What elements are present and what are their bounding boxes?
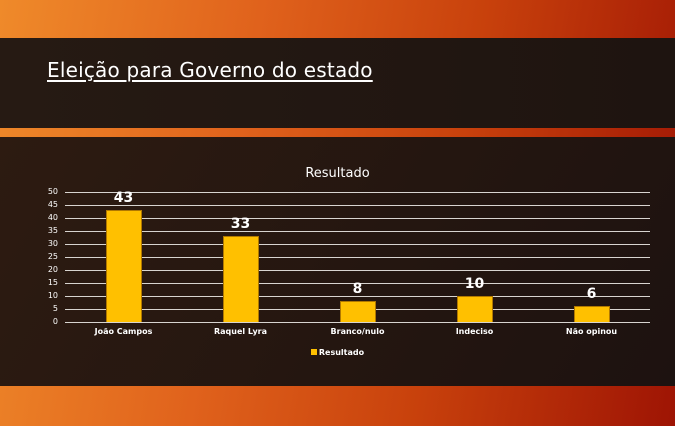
gridline bbox=[65, 205, 650, 206]
slide-title: Eleição para Governo do estado bbox=[47, 58, 373, 82]
legend: Resultado bbox=[0, 348, 675, 357]
y-tick-label: 5 bbox=[52, 304, 58, 313]
x-tick-label: Não opinou bbox=[565, 327, 618, 336]
gridline bbox=[65, 192, 650, 193]
y-tick-label: 40 bbox=[47, 213, 58, 222]
x-tick-label: Branco/nulo bbox=[330, 327, 385, 336]
y-tick-label: 15 bbox=[47, 278, 58, 287]
chart-title: Resultado bbox=[305, 166, 370, 181]
data-label: 10 bbox=[464, 276, 485, 292]
y-tick-label: 10 bbox=[47, 291, 58, 300]
bar bbox=[339, 301, 376, 322]
gridline bbox=[65, 322, 650, 323]
y-tick-label: 45 bbox=[47, 200, 58, 209]
title-band bbox=[0, 38, 675, 128]
gridline bbox=[65, 231, 650, 232]
y-tick-label: 35 bbox=[47, 226, 58, 235]
y-tick-label: 25 bbox=[47, 252, 58, 261]
data-label: 8 bbox=[352, 281, 363, 298]
y-tick-label: 0 bbox=[52, 317, 58, 326]
bar bbox=[573, 306, 610, 322]
gridline bbox=[65, 257, 650, 258]
y-tick-label: 20 bbox=[47, 265, 58, 274]
bar bbox=[222, 236, 259, 322]
bar bbox=[456, 296, 493, 322]
x-tick-label: João Campos bbox=[94, 327, 153, 336]
legend-label: Resultado bbox=[318, 348, 365, 357]
data-label: 33 bbox=[230, 216, 251, 233]
gridline bbox=[65, 283, 650, 284]
y-tick-label: 30 bbox=[47, 239, 58, 248]
gridline bbox=[65, 296, 650, 297]
gridline bbox=[65, 244, 650, 245]
data-label: 43 bbox=[113, 190, 134, 207]
gridline bbox=[65, 218, 650, 219]
bar bbox=[105, 210, 142, 322]
data-label: 6 bbox=[586, 286, 597, 303]
gridline bbox=[65, 270, 650, 271]
y-tick-label: 50 bbox=[47, 187, 58, 196]
x-tick-label: Raquel Lyra bbox=[213, 327, 268, 336]
plot-area: 43 33 8 10 6 bbox=[65, 190, 650, 323]
legend-swatch bbox=[310, 349, 317, 355]
x-tick-label: Indeciso bbox=[455, 327, 494, 336]
